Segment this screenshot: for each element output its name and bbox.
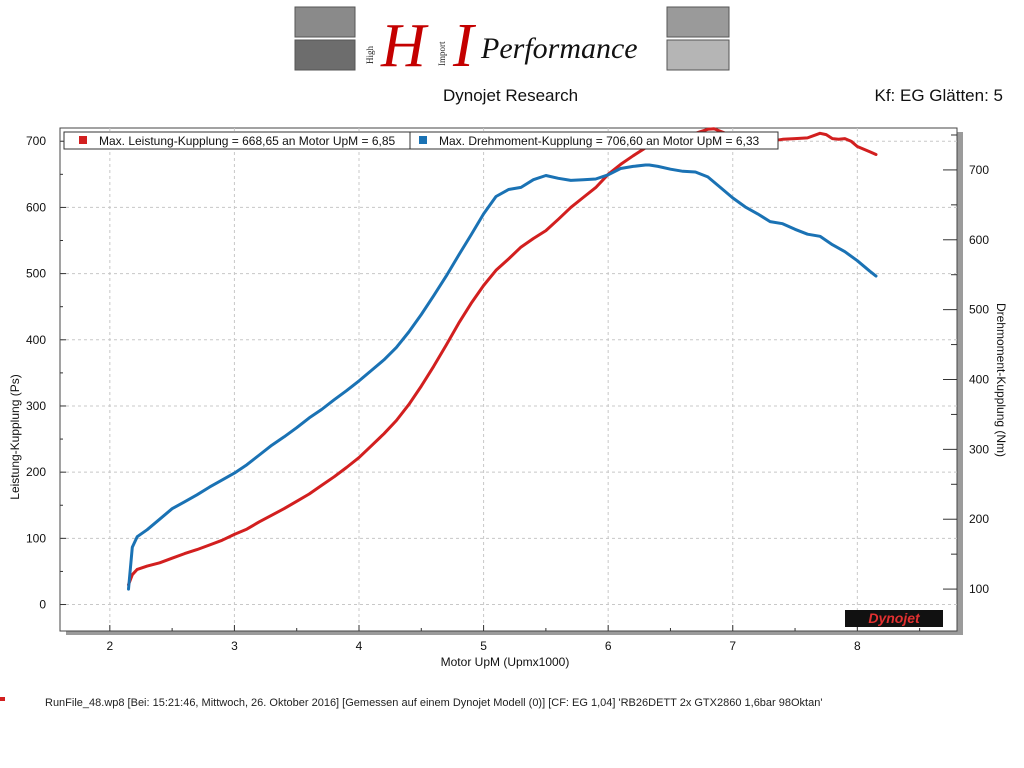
power-curve-line bbox=[127, 127, 878, 587]
right-tick-label: 700 bbox=[969, 163, 989, 177]
right-axis-ticks: 100 200 300 400 500 600 700 bbox=[943, 134, 989, 596]
left-tick-label: 700 bbox=[26, 134, 46, 148]
watermark-badge bbox=[845, 610, 943, 627]
legend: Max. Leistung-Kupplung = 668,65 an Motor… bbox=[63, 131, 779, 150]
footer-run-marker bbox=[0, 697, 5, 701]
logo-small-right: Import bbox=[437, 41, 447, 66]
x-tick-label: 5 bbox=[480, 639, 487, 653]
x-axis-ticks: 2 3 4 5 6 7 8 bbox=[106, 625, 921, 653]
dynojet-watermark: Dynojet bbox=[845, 610, 943, 627]
logo-photo-turbo bbox=[666, 6, 730, 38]
logo-photo-car-rear bbox=[666, 39, 730, 71]
x-tick-label: 2 bbox=[106, 639, 113, 653]
right-tick-label: 500 bbox=[969, 303, 989, 317]
run-file-info: RunFile_48.wp8 [Bei: 15:21:46, Mittwoch,… bbox=[45, 697, 823, 709]
right-axis-label: Drehmoment-Kupplung (Nm) bbox=[994, 303, 1008, 457]
right-tick-label: 300 bbox=[969, 442, 989, 456]
left-tick-label: 200 bbox=[26, 465, 46, 479]
left-tick-label: 400 bbox=[26, 333, 46, 347]
smoothing-filter-label: Kf: EG Glätten: 5 bbox=[874, 86, 1003, 105]
logo-photo-car-front bbox=[294, 39, 356, 71]
left-tick-label: 300 bbox=[26, 399, 46, 413]
logo-letter-h: H bbox=[380, 12, 429, 72]
left-tick-label: 100 bbox=[26, 531, 46, 545]
logo-letter-i: I bbox=[452, 12, 477, 72]
right-tick-label: 100 bbox=[969, 582, 989, 596]
chart-subtitle: Dynojet Research bbox=[443, 86, 579, 105]
left-tick-label: 0 bbox=[39, 598, 46, 612]
legend-label-power: Max. Leistung-Kupplung = 668,65 an Motor… bbox=[99, 134, 396, 148]
torque-curve-line bbox=[127, 163, 878, 591]
right-tick-label: 200 bbox=[969, 512, 989, 526]
left-tick-label: 600 bbox=[26, 200, 46, 214]
x-tick-label: 6 bbox=[605, 639, 612, 653]
x-tick-label: 7 bbox=[729, 639, 736, 653]
series-lines bbox=[127, 127, 878, 591]
dyno-chart: 2 3 4 5 6 7 8 0 100 200 300 400 500 600 700 100 200 300… bbox=[8, 127, 1008, 669]
x-axis-label: Motor UpM (Upmx1000) bbox=[441, 655, 570, 669]
plot-area bbox=[59, 127, 958, 632]
plot-frame bbox=[59, 127, 963, 635]
right-tick-label: 400 bbox=[969, 373, 989, 387]
right-tick-label: 600 bbox=[969, 233, 989, 247]
watermark-text: Dynojet bbox=[868, 610, 921, 626]
legend-swatch-torque bbox=[419, 136, 427, 144]
logo-small-left: High bbox=[365, 46, 375, 65]
legend-label-torque: Max. Drehmoment-Kupplung = 706,60 an Mot… bbox=[439, 134, 760, 148]
x-tick-label: 3 bbox=[231, 639, 238, 653]
logo-photo-engine bbox=[294, 6, 356, 38]
hi-performance-logo: High H Import I Performance bbox=[294, 6, 730, 72]
x-tick-label: 4 bbox=[356, 639, 363, 653]
logo-word-performance: Performance bbox=[480, 32, 638, 65]
left-axis-ticks: 0 100 200 300 400 500 600 700 bbox=[26, 134, 66, 612]
left-axis-label: Leistung-Kupplung (Ps) bbox=[8, 374, 22, 499]
x-tick-label: 8 bbox=[854, 639, 861, 653]
legend-swatch-power bbox=[79, 136, 87, 144]
legend-box-torque bbox=[409, 131, 779, 150]
left-tick-label: 500 bbox=[26, 267, 46, 281]
